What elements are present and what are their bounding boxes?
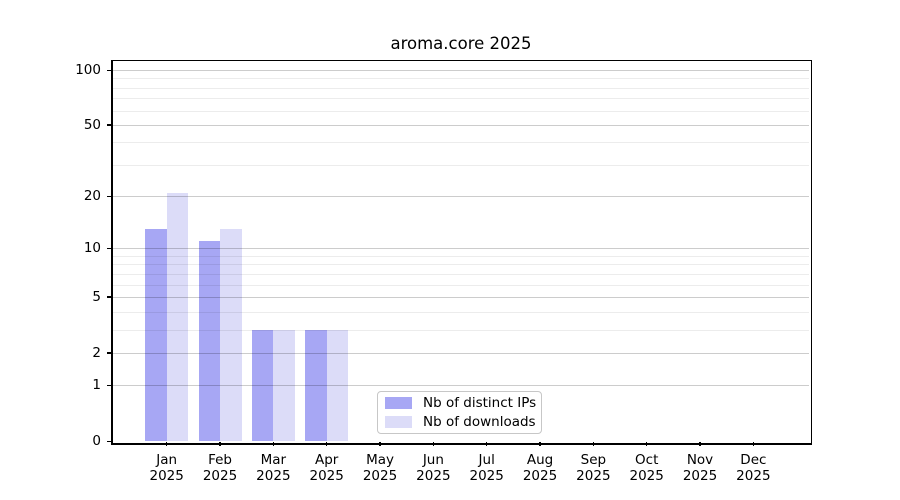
x-axis-tick-label: Nov 2025 xyxy=(682,452,718,484)
y-axis-tick-label: 10 xyxy=(83,240,101,257)
x-axis-tick-label: Apr 2025 xyxy=(309,452,344,484)
gridline-major xyxy=(113,352,809,354)
plot-area: 0 1 2 5 10 20 50 100 Jan 2025 Feb 2025 Mar 2025 Apr… xyxy=(75,60,812,484)
y-axis-tick-label: 2 xyxy=(92,344,101,361)
legend-label: Nb of distinct IPs xyxy=(423,395,537,411)
y-axis-tick-label: 1 xyxy=(92,377,101,394)
bar-nb-of-distinct-ips-feb xyxy=(198,241,221,441)
gridline-minor xyxy=(113,164,809,166)
x-axis-tick xyxy=(539,441,541,446)
x-axis-tick xyxy=(592,441,595,446)
x-axis-tick xyxy=(379,441,381,446)
gridline-major xyxy=(113,70,809,71)
gridline-major xyxy=(113,248,809,250)
bar-nb-of-distinct-ips-jan xyxy=(145,228,167,441)
x-axis-tick xyxy=(272,441,275,446)
bar-nb-of-distinct-ips-apr xyxy=(305,329,327,441)
y-axis-tick xyxy=(106,124,111,126)
gridline-minor xyxy=(113,87,809,89)
y-axis-tick-label: 50 xyxy=(83,116,101,133)
x-axis-tick xyxy=(432,441,435,446)
x-axis-tick-label: Mar 2025 xyxy=(256,452,291,484)
x-axis-tick-label: Sep 2025 xyxy=(576,452,611,484)
y-axis-tick xyxy=(106,195,111,198)
gridline-minor xyxy=(113,329,809,331)
bar-nb-of-downloads-feb xyxy=(220,228,242,441)
x-axis-tick-label: Feb 2025 xyxy=(202,452,238,484)
gridline-major xyxy=(113,385,809,387)
x-axis-tick-label: Aug 2025 xyxy=(522,452,558,484)
y-axis-tick xyxy=(106,384,111,387)
gridline-major xyxy=(113,124,809,126)
x-axis-tick-label: Oct 2025 xyxy=(629,452,664,484)
gridline-minor xyxy=(113,98,809,100)
y-axis-tick xyxy=(106,440,111,442)
legend-swatch-nb-of-distinct-ips xyxy=(385,397,412,409)
x-axis-tick-label: May 2025 xyxy=(362,452,398,484)
x-axis-tick xyxy=(485,441,488,446)
x-axis-tick-label: Jul 2025 xyxy=(469,452,504,484)
y-axis-tick xyxy=(106,296,111,298)
legend: Nb of distinct IPs Nb of downloads xyxy=(377,391,542,434)
gridline-minor xyxy=(113,284,809,286)
y-axis-tick xyxy=(106,69,111,71)
y-axis-tick xyxy=(106,352,111,354)
bar-nb-of-distinct-ips-mar xyxy=(251,329,274,441)
y-axis-tick xyxy=(106,247,111,250)
legend-label: Nb of downloads xyxy=(423,414,536,430)
gridline-minor xyxy=(113,110,809,112)
y-axis-tick-label: 20 xyxy=(83,188,101,205)
y-axis-tick-label: 100 xyxy=(75,62,101,78)
gridline-major xyxy=(113,296,809,298)
x-axis-tick xyxy=(699,441,701,446)
x-axis-tick xyxy=(752,441,755,446)
chart-title: aroma.core 2025 xyxy=(390,34,532,53)
y-axis-tick-label: 0 xyxy=(92,433,101,449)
y-axis-tick-label: 5 xyxy=(92,288,101,305)
x-axis-tick xyxy=(219,441,221,446)
gridline-minor xyxy=(113,273,809,275)
x-axis-tick-label: Jun 2025 xyxy=(416,452,451,484)
x-axis-tick xyxy=(645,441,648,446)
legend-entry-nb-of-distinct-ips: Nb of distinct IPs xyxy=(385,395,537,411)
gridline-minor xyxy=(113,142,809,144)
gridline-minor xyxy=(113,78,809,80)
legend-entry-nb-of-downloads: Nb of downloads xyxy=(385,414,536,430)
bar-nb-of-downloads-apr xyxy=(326,329,349,441)
x-axis-tick-label: Dec 2025 xyxy=(736,452,771,484)
gridline-major xyxy=(113,196,809,198)
legend-swatch-nb-of-downloads xyxy=(385,416,412,428)
gridline-minor xyxy=(113,311,809,313)
x-axis-tick xyxy=(165,441,168,446)
bar-nb-of-downloads-mar xyxy=(273,329,295,441)
x-axis-tick-label: Jan 2025 xyxy=(149,452,184,484)
gridline-minor xyxy=(113,255,809,257)
gridline-minor xyxy=(113,264,809,266)
x-axis-tick xyxy=(325,441,328,446)
bar-nb-of-downloads-jan xyxy=(166,192,189,441)
